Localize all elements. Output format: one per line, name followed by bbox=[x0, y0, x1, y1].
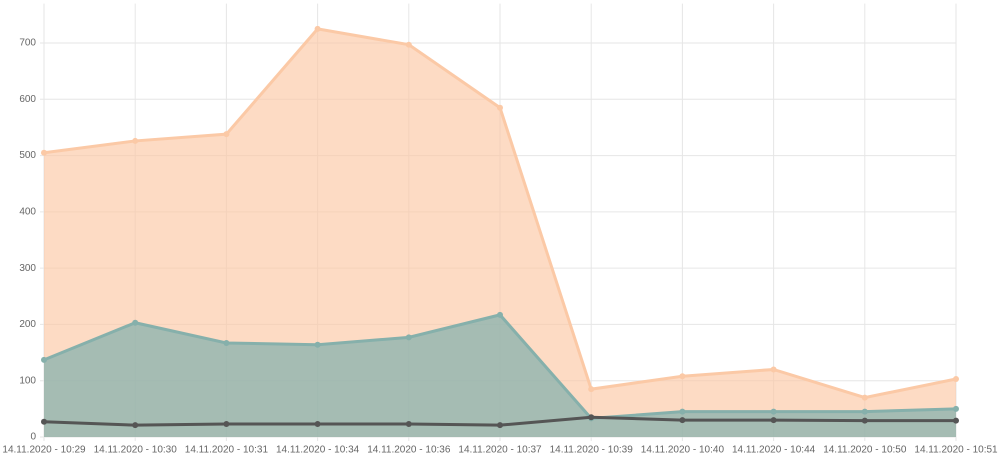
point bbox=[770, 417, 777, 424]
x-tick-label: 14.11.2020 - 10:31 bbox=[185, 445, 269, 456]
point bbox=[679, 408, 686, 415]
point bbox=[314, 421, 321, 428]
point bbox=[861, 394, 868, 401]
point bbox=[861, 408, 868, 415]
point bbox=[588, 386, 595, 393]
y-tick-label: 300 bbox=[19, 263, 36, 274]
y-tick-label: 0 bbox=[30, 432, 36, 443]
x-tick-label: 14.11.2020 - 10:37 bbox=[458, 445, 542, 456]
point bbox=[953, 376, 959, 383]
y-tick-label: 200 bbox=[19, 319, 36, 330]
point bbox=[405, 41, 412, 48]
x-tick-label: 14.11.2020 - 10:51 bbox=[914, 445, 998, 456]
x-tick-label: 14.11.2020 - 10:30 bbox=[94, 445, 178, 456]
x-tick-label: 14.11.2020 - 10:29 bbox=[2, 445, 86, 456]
point bbox=[497, 422, 503, 429]
point bbox=[405, 421, 412, 428]
point bbox=[405, 334, 412, 341]
point bbox=[588, 414, 595, 421]
point bbox=[41, 149, 47, 156]
point bbox=[770, 408, 777, 415]
point bbox=[41, 356, 47, 363]
point bbox=[861, 417, 868, 424]
x-tick-label: 14.11.2020 - 10:34 bbox=[276, 445, 360, 456]
point bbox=[314, 25, 321, 32]
x-tick-label: 14.11.2020 - 10:50 bbox=[823, 445, 907, 456]
area bbox=[44, 314, 956, 437]
point bbox=[679, 417, 686, 424]
x-tick-label: 14.11.2020 - 10:39 bbox=[550, 445, 634, 456]
point bbox=[314, 341, 321, 348]
x-tick-label: 14.11.2020 - 10:40 bbox=[641, 445, 725, 456]
point bbox=[953, 405, 959, 412]
point bbox=[770, 366, 777, 373]
point bbox=[132, 137, 139, 144]
point bbox=[953, 417, 959, 424]
point bbox=[497, 104, 503, 111]
point bbox=[223, 340, 230, 347]
x-tick-label: 14.11.2020 - 10:36 bbox=[367, 445, 451, 456]
point bbox=[132, 319, 139, 326]
y-tick-label: 400 bbox=[19, 206, 36, 217]
point bbox=[497, 311, 503, 318]
y-tick-label: 500 bbox=[19, 150, 36, 161]
y-tick-label: 600 bbox=[19, 94, 36, 105]
point bbox=[223, 421, 230, 428]
point bbox=[223, 131, 230, 138]
point bbox=[132, 422, 139, 429]
x-tick-label: 14.11.2020 - 10:44 bbox=[732, 445, 816, 456]
area bbox=[44, 28, 956, 438]
point bbox=[41, 418, 47, 425]
point bbox=[679, 373, 686, 380]
y-tick-label: 700 bbox=[19, 38, 36, 49]
y-tick-label: 100 bbox=[19, 375, 36, 386]
